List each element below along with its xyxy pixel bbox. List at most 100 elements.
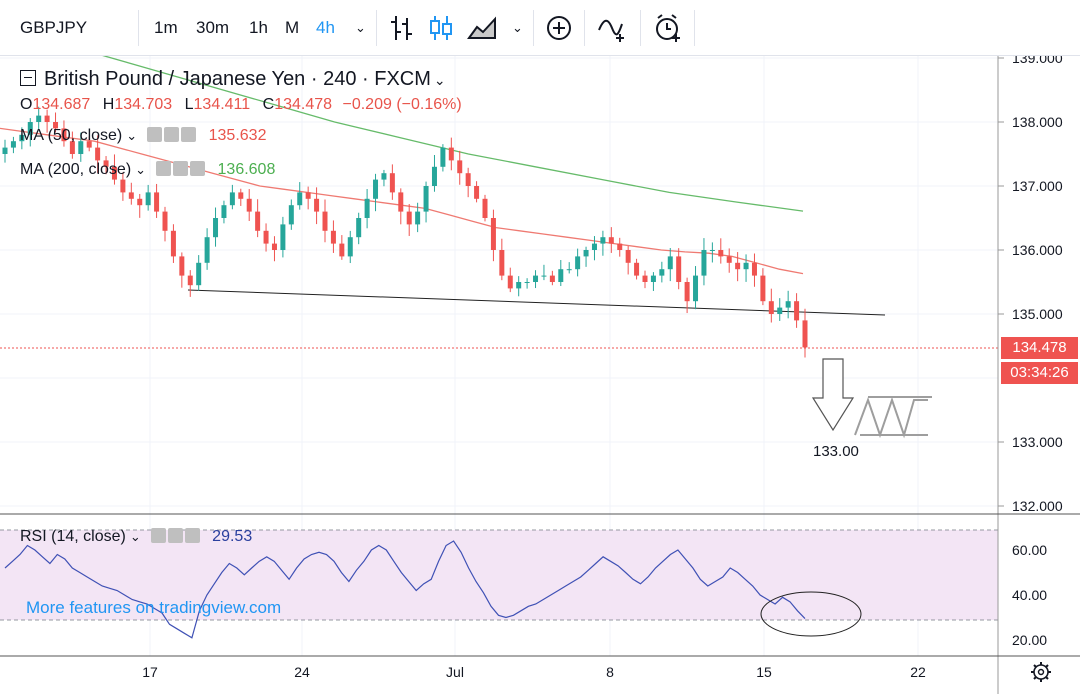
candle-body[interactable] [389, 173, 395, 193]
candle-body[interactable] [726, 256, 732, 263]
candle-body[interactable] [78, 141, 84, 154]
candles-icon[interactable] [425, 12, 457, 44]
candle-body[interactable] [187, 275, 193, 286]
ma200-legend[interactable]: MA (200, close) ⌄ 136.608 [20, 161, 275, 179]
ma200-path[interactable] [0, 25, 804, 212]
bar-chart-icon[interactable] [386, 12, 418, 44]
interval-30m[interactable]: 30m [196, 18, 230, 37]
candle-body[interactable] [634, 262, 640, 276]
candle-body[interactable] [204, 237, 210, 263]
candle-body[interactable] [255, 211, 261, 231]
candle-body[interactable] [95, 147, 101, 161]
candle-body[interactable] [743, 262, 749, 270]
candle-body[interactable] [440, 147, 446, 167]
candle-body[interactable] [600, 237, 606, 244]
candle-body[interactable] [415, 211, 421, 225]
candle-body[interactable] [288, 205, 294, 225]
candle-body[interactable] [490, 218, 496, 250]
candle-body[interactable] [120, 179, 126, 193]
rsi-chevron-down-icon[interactable]: ⌄ [129, 529, 141, 544]
compare-plus-icon[interactable] [543, 12, 575, 44]
ma50-label[interactable]: MA (50, close) [20, 127, 123, 144]
candle-body[interactable] [305, 192, 311, 199]
candle-body[interactable] [263, 230, 269, 244]
gear-icon[interactable] [164, 127, 180, 142]
candle-body[interactable] [10, 141, 16, 148]
gear-icon[interactable] [167, 528, 183, 543]
candle-body[interactable] [213, 218, 219, 238]
candle-body[interactable] [339, 243, 345, 257]
eye-icon[interactable] [150, 528, 166, 543]
interval-4h[interactable]: 4h [316, 18, 335, 37]
candle-body[interactable] [591, 243, 597, 250]
candle-body[interactable] [69, 141, 75, 154]
candle-body[interactable] [2, 147, 8, 154]
interval-1h[interactable]: 1h [249, 18, 268, 37]
candle-body[interactable] [347, 237, 353, 257]
ma50-chevron-down-icon[interactable]: ⌄ [126, 128, 138, 143]
candle-body[interactable] [297, 192, 303, 206]
interval-chevron-down-icon[interactable]: ⌄ [355, 20, 366, 35]
candle-body[interactable] [111, 166, 117, 180]
interval-month[interactable]: M [285, 18, 300, 37]
candle-body[interactable] [314, 198, 320, 212]
candle-body[interactable] [735, 262, 741, 270]
candle-body[interactable] [457, 160, 463, 174]
candle-body[interactable] [549, 275, 555, 282]
candle-body[interactable] [381, 173, 387, 180]
rsi-label[interactable]: RSI (14, close) [20, 528, 126, 545]
candle-body[interactable] [507, 275, 513, 289]
candle-body[interactable] [760, 275, 766, 302]
candle-body[interactable] [482, 198, 488, 218]
area-chart-icon[interactable] [466, 12, 498, 44]
candle-body[interactable] [617, 243, 623, 250]
candle-body[interactable] [566, 269, 572, 271]
candle-body[interactable] [221, 205, 227, 218]
candle-body[interactable] [684, 282, 690, 302]
candle-body[interactable] [448, 147, 454, 161]
candle-body[interactable] [465, 173, 471, 186]
eye-icon[interactable] [156, 161, 172, 176]
candle-body[interactable] [751, 262, 757, 276]
candle-body[interactable] [128, 192, 134, 199]
indicators-icon[interactable] [596, 12, 628, 44]
candle-body[interactable] [575, 256, 581, 270]
candle-body[interactable] [541, 275, 547, 277]
ma200-chevron-down-icon[interactable]: ⌄ [135, 162, 147, 177]
settings-gear-icon[interactable] [1031, 662, 1051, 682]
series-title[interactable]: British Pound / Japanese Yen · 240 · FXC… [44, 68, 431, 90]
candle-body[interactable] [229, 192, 235, 206]
rsi-path[interactable] [4, 540, 806, 639]
candle-body[interactable] [398, 192, 404, 212]
interval-1m[interactable]: 1m [154, 18, 178, 37]
candle-body[interactable] [19, 134, 25, 142]
candle-body[interactable] [406, 211, 412, 225]
candle-body[interactable] [785, 301, 791, 308]
title-chevron-down-icon[interactable]: ⌄ [433, 72, 446, 88]
symbol-search[interactable]: GBPJPY [20, 18, 88, 37]
candle-body[interactable] [36, 115, 42, 122]
candle-body[interactable] [794, 301, 800, 321]
candle-body[interactable] [659, 269, 665, 276]
candle-body[interactable] [676, 256, 682, 282]
candle-body[interactable] [196, 262, 202, 286]
candle-body[interactable] [642, 275, 648, 282]
rsi-legend[interactable]: RSI (14, close) ⌄ 29.53 [20, 528, 252, 546]
candle-body[interactable] [583, 250, 589, 257]
candle-body[interactable] [162, 211, 168, 231]
candle-body[interactable] [53, 122, 59, 129]
candle-body[interactable] [86, 141, 92, 148]
alert-clock-icon[interactable] [652, 12, 684, 44]
candle-body[interactable] [364, 198, 370, 218]
candle-body[interactable] [145, 192, 151, 206]
candle-body[interactable] [516, 282, 522, 289]
candle-body[interactable] [474, 186, 480, 199]
eye-icon[interactable] [147, 127, 163, 142]
candle-body[interactable] [431, 166, 437, 186]
candle-body[interactable] [777, 307, 783, 314]
candle-body[interactable] [238, 192, 244, 199]
candle-body[interactable] [179, 256, 185, 276]
candle-body[interactable] [558, 269, 564, 282]
close-icon[interactable] [190, 161, 206, 176]
